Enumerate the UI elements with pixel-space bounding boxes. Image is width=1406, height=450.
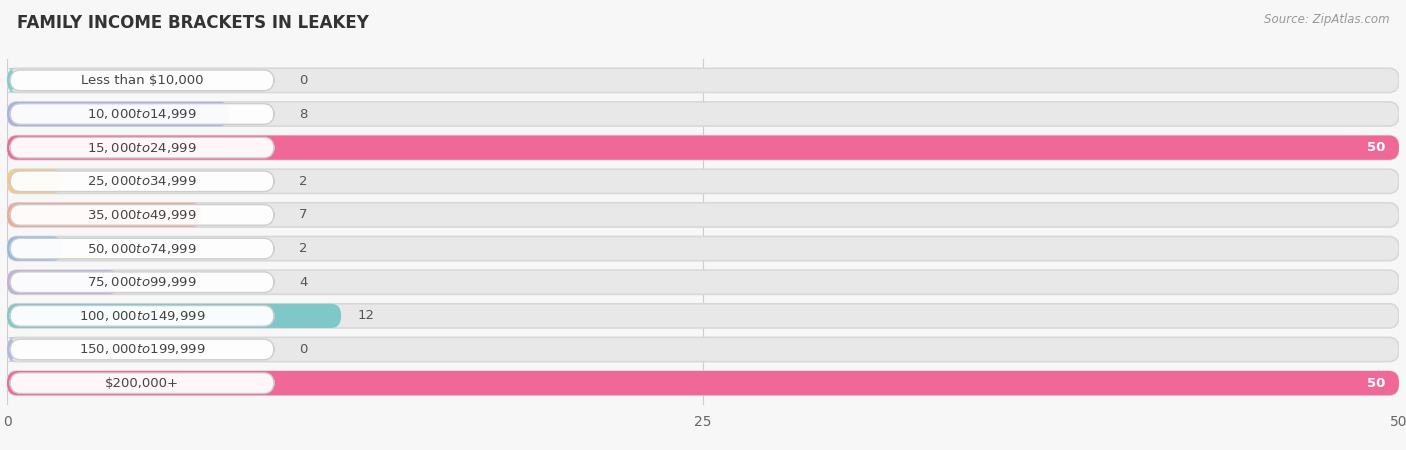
FancyBboxPatch shape (7, 135, 1399, 160)
FancyBboxPatch shape (10, 104, 274, 124)
FancyBboxPatch shape (7, 169, 63, 194)
Text: 12: 12 (357, 309, 375, 322)
FancyBboxPatch shape (7, 135, 1399, 160)
FancyBboxPatch shape (10, 238, 274, 259)
Text: $15,000 to $24,999: $15,000 to $24,999 (87, 141, 197, 155)
FancyBboxPatch shape (7, 371, 1399, 395)
FancyBboxPatch shape (7, 203, 1399, 227)
FancyBboxPatch shape (7, 304, 342, 328)
FancyBboxPatch shape (7, 371, 1399, 395)
FancyBboxPatch shape (10, 205, 274, 225)
Text: 50: 50 (1367, 377, 1385, 390)
Text: $10,000 to $14,999: $10,000 to $14,999 (87, 107, 197, 121)
Text: $25,000 to $34,999: $25,000 to $34,999 (87, 174, 197, 188)
Text: $100,000 to $149,999: $100,000 to $149,999 (79, 309, 205, 323)
FancyBboxPatch shape (10, 373, 274, 393)
FancyBboxPatch shape (10, 70, 274, 90)
Text: 8: 8 (299, 108, 308, 121)
FancyBboxPatch shape (6, 338, 17, 362)
Text: 2: 2 (299, 242, 308, 255)
Text: 0: 0 (299, 74, 308, 87)
Text: Source: ZipAtlas.com: Source: ZipAtlas.com (1264, 14, 1389, 27)
FancyBboxPatch shape (7, 102, 1399, 126)
Text: 4: 4 (299, 276, 308, 289)
FancyBboxPatch shape (7, 270, 118, 294)
Text: $75,000 to $99,999: $75,000 to $99,999 (87, 275, 197, 289)
Text: 7: 7 (299, 208, 308, 221)
Text: FAMILY INCOME BRACKETS IN LEAKEY: FAMILY INCOME BRACKETS IN LEAKEY (17, 14, 368, 32)
Text: Less than $10,000: Less than $10,000 (80, 74, 204, 87)
FancyBboxPatch shape (10, 306, 274, 326)
FancyBboxPatch shape (7, 68, 1399, 93)
FancyBboxPatch shape (7, 169, 1399, 194)
Text: $35,000 to $49,999: $35,000 to $49,999 (87, 208, 197, 222)
FancyBboxPatch shape (10, 137, 274, 158)
Text: $50,000 to $74,999: $50,000 to $74,999 (87, 242, 197, 256)
FancyBboxPatch shape (6, 68, 17, 93)
Text: 2: 2 (299, 175, 308, 188)
Text: 0: 0 (299, 343, 308, 356)
FancyBboxPatch shape (10, 171, 274, 192)
FancyBboxPatch shape (7, 304, 1399, 328)
FancyBboxPatch shape (10, 272, 274, 292)
Text: $200,000+: $200,000+ (105, 377, 179, 390)
FancyBboxPatch shape (7, 236, 63, 261)
FancyBboxPatch shape (7, 338, 1399, 362)
Text: 50: 50 (1367, 141, 1385, 154)
Text: $150,000 to $199,999: $150,000 to $199,999 (79, 342, 205, 356)
FancyBboxPatch shape (10, 339, 274, 360)
FancyBboxPatch shape (7, 270, 1399, 294)
FancyBboxPatch shape (7, 236, 1399, 261)
FancyBboxPatch shape (7, 203, 202, 227)
FancyBboxPatch shape (7, 102, 229, 126)
